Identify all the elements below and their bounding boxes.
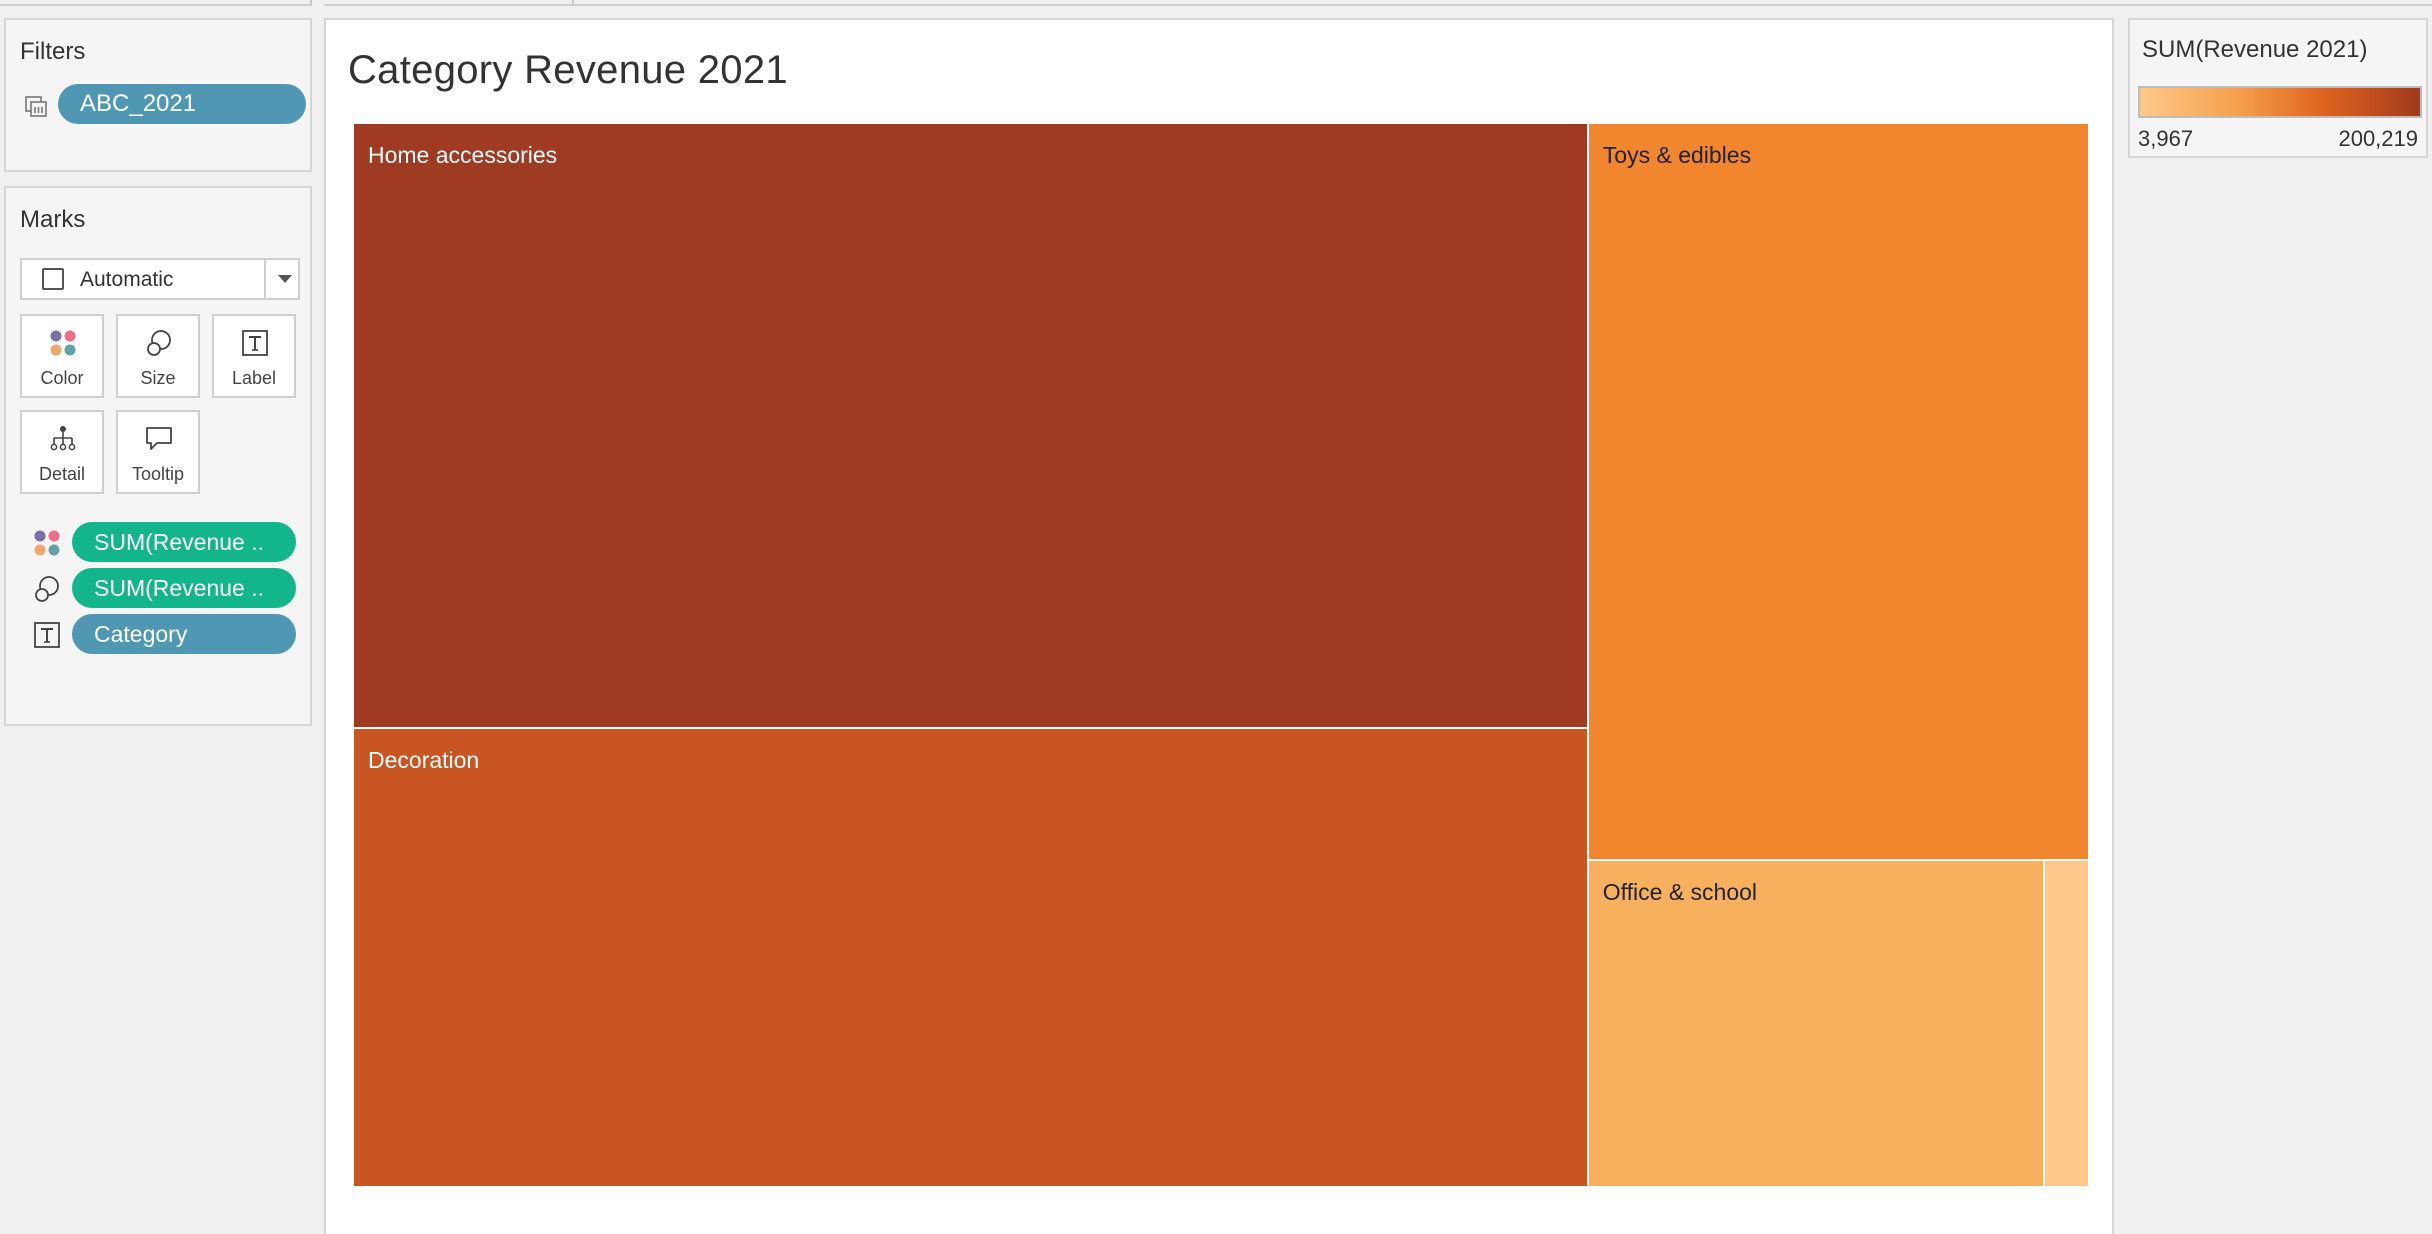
marks-card: Marks Automatic Color Size Label [4, 186, 312, 726]
color-dots-icon [34, 530, 60, 556]
filters-card: Filters ABC_2021 [4, 18, 312, 172]
color-dots-icon [50, 330, 76, 356]
filter-dimension-icon [25, 96, 47, 117]
treemap-tile-toys-edibles[interactable]: Toys & edibles [1588, 124, 2090, 861]
label-t-icon [34, 622, 60, 648]
color-revenue-pill[interactable]: SUM(Revenue .. [72, 522, 296, 562]
color-legend: SUM(Revenue 2021) 3,967 200,219 [2128, 18, 2428, 158]
color-button[interactable]: Color [20, 314, 104, 398]
treemap-tile-home-accessories[interactable]: Home accessories [354, 124, 1589, 729]
mark-type-square-icon [42, 268, 64, 290]
detail-hierarchy-icon [50, 426, 76, 451]
color-button-label: Color [40, 368, 84, 388]
legend-min-label: 3,967 [2138, 126, 2194, 151]
filters-title: Filters [20, 38, 86, 65]
label-category-pill[interactable]: Category [72, 614, 296, 654]
treemap-chart[interactable]: Home accessories Decoration Toys & edibles… [354, 124, 2090, 1188]
top-left-strip [0, 0, 312, 6]
size-circles-icon [147, 330, 171, 356]
treemap-tile-label: Decoration [368, 746, 480, 773]
legend-color-ramp[interactable] [2138, 86, 2422, 118]
treemap-tile-office-school[interactable]: Office & school [1588, 860, 2045, 1188]
marks-shelf-size: SUM(Revenue .. [32, 568, 296, 608]
tooltip-bubble-icon [146, 427, 172, 450]
detail-button-label: Detail [38, 464, 86, 484]
size-button-label: Size [140, 368, 176, 388]
treemap-tile-unlabeled[interactable] [2044, 860, 2090, 1188]
marks-shelf-color: SUM(Revenue .. [32, 522, 296, 562]
treemap-tile-label: Office & school [1602, 878, 1758, 905]
filter-pill-abc-2021[interactable]: ABC_2021 [58, 84, 306, 124]
mark-type-label: Automatic [80, 268, 174, 291]
view-title: Category Revenue 2021 [348, 48, 788, 92]
treemap-tile-decoration[interactable]: Decoration [354, 728, 1589, 1188]
label-t-icon [242, 330, 268, 356]
treemap-tile-label: Toys & edibles [1602, 142, 1752, 168]
marks-title: Marks [20, 206, 86, 233]
label-button[interactable]: Label [212, 314, 296, 398]
top-tab-divider [572, 0, 574, 6]
marks-shelf-label: Category [32, 614, 296, 654]
tooltip-button[interactable]: Tooltip [116, 410, 200, 494]
treemap-tile-label: Home accessories [368, 142, 558, 168]
legend-max-label: 200,219 [2338, 126, 2418, 151]
detail-button[interactable]: Detail [20, 410, 104, 494]
size-circles-icon [35, 576, 59, 602]
size-revenue-pill[interactable]: SUM(Revenue .. [72, 568, 296, 608]
size-button[interactable]: Size [116, 314, 200, 398]
tooltip-button-label: Tooltip [131, 464, 185, 484]
worksheet-view: Category Revenue 2021 Home accessories De… [324, 18, 2114, 1234]
label-button-label: Label [231, 368, 277, 388]
legend-title: SUM(Revenue 2021) [2142, 36, 2368, 63]
top-tab-strip [324, 0, 2432, 6]
mark-type-divider [264, 260, 266, 298]
mark-type-dropdown[interactable]: Automatic [20, 258, 300, 300]
chevron-down-icon[interactable] [278, 275, 292, 283]
